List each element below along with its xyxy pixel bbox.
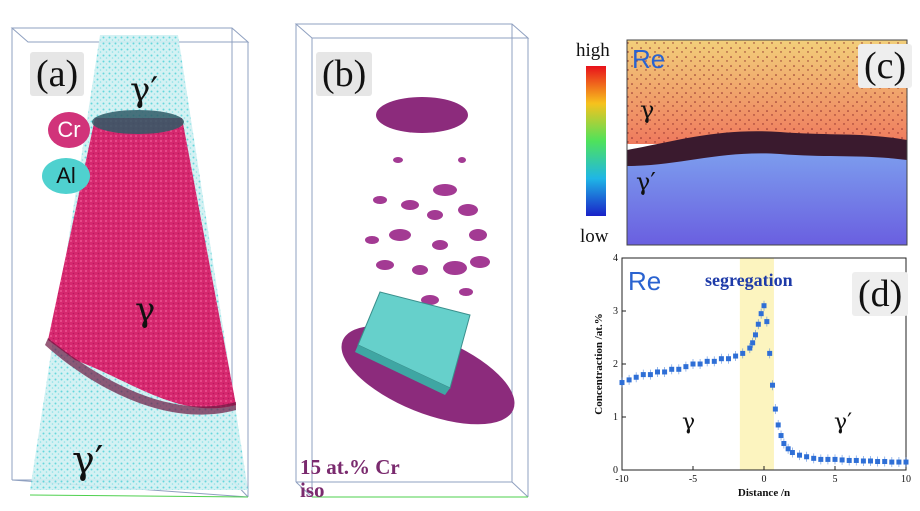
x-tick-label: 5 bbox=[833, 474, 838, 485]
iso-label-line1: 15 at.% Cr bbox=[300, 455, 400, 479]
panel-a-label: (a) bbox=[30, 52, 85, 96]
legend-cr: Cr bbox=[48, 112, 90, 148]
panel-b-artwork bbox=[294, 23, 530, 498]
phase-gamma-prime-bottom: γ′ bbox=[72, 438, 104, 482]
panel-d-phase-gamma-prime: γ′ bbox=[834, 410, 853, 435]
segregation-region bbox=[739, 258, 774, 470]
chart-d: -10 -5 0 5 10 0 1 2 3 4 Distance /n Concentractio… bbox=[593, 253, 911, 499]
panel-c-phase-gamma: γ bbox=[640, 96, 655, 124]
y-axis-label: Concentraction /at.% bbox=[593, 313, 605, 414]
colorbar bbox=[586, 66, 606, 216]
panel-c-artwork bbox=[586, 39, 908, 246]
x-tick-label: -5 bbox=[689, 474, 697, 485]
y-tick-label: 4 bbox=[613, 253, 618, 264]
panel-b-label: (b) bbox=[316, 52, 373, 96]
x-tick-label: 10 bbox=[901, 474, 911, 485]
phase-gamma-middle: γ bbox=[135, 290, 156, 330]
panel-c-phase-gamma-prime: γ′ bbox=[636, 168, 656, 196]
y-tick-label: 1 bbox=[613, 412, 618, 423]
iso-label-line2: iso bbox=[300, 478, 325, 502]
y-tick-label: 0 bbox=[613, 465, 618, 476]
x-tick-label: -10 bbox=[615, 474, 628, 485]
x-axis-label: Distance /n bbox=[738, 487, 790, 499]
plot-axes: -10 -5 0 5 10 0 1 2 3 4 bbox=[613, 253, 911, 485]
plot-points bbox=[619, 300, 909, 468]
panel-d-label: (d) bbox=[852, 272, 909, 316]
y-tick-label: 3 bbox=[613, 306, 618, 317]
panel-d-element: Re bbox=[628, 266, 662, 296]
panel-c-element: Re bbox=[632, 44, 666, 74]
colorbar-low-label: low bbox=[580, 226, 609, 247]
x-tick-label: 0 bbox=[762, 474, 767, 485]
panel-a-artwork bbox=[10, 27, 250, 498]
y-tick-label: 2 bbox=[613, 359, 618, 370]
panel-c-label: (c) bbox=[858, 44, 913, 88]
legend-al: Al bbox=[42, 158, 90, 194]
segregation-annotation: segregation bbox=[705, 270, 793, 290]
phase-gamma-prime-top: γ′ bbox=[130, 70, 159, 110]
panel-d-phase-gamma: γ bbox=[682, 410, 696, 435]
colorbar-high-label: high bbox=[576, 40, 610, 61]
